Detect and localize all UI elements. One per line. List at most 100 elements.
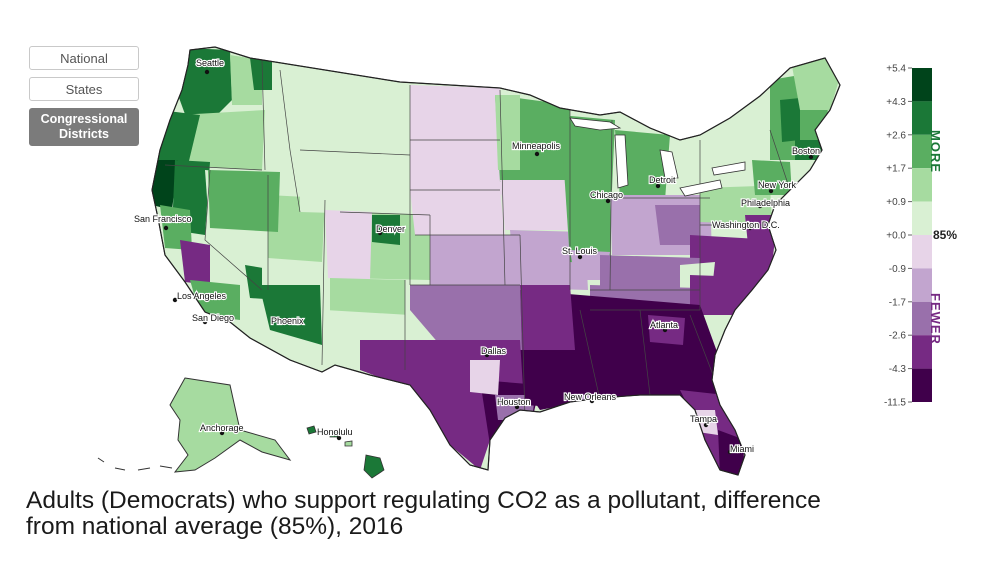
region-central-valley[interactable]	[180, 240, 210, 285]
city-marker-tampa	[703, 422, 709, 428]
city-label-miami: Miami	[730, 444, 754, 454]
region-dallas[interactable]	[470, 360, 500, 395]
city-label-tampa: Tampa	[690, 414, 717, 424]
region-ohio-mixed[interactable]	[655, 205, 700, 245]
hawaii[interactable]	[306, 425, 385, 479]
city-marker-boston	[808, 154, 814, 160]
states-button-label: States	[65, 81, 103, 97]
region-new-york-city[interactable]	[752, 160, 792, 195]
legend-swatch-6	[912, 268, 932, 302]
caption-line1: Adults (Democrats) who support regulatin…	[26, 487, 821, 514]
region-minnesota-west[interactable]	[495, 95, 520, 170]
region-wyoming[interactable]	[300, 150, 410, 215]
region-arizona-south[interactable]	[258, 280, 322, 345]
legend-tick-label-9: -4.3	[889, 364, 907, 375]
city-label-washington: Washington D.C.	[712, 220, 780, 230]
congressional-districts-button[interactable]: Congressional Districts	[29, 108, 139, 146]
legend-tick-label-0: +5.4	[886, 64, 906, 75]
city-marker-denver	[377, 230, 383, 236]
city-marker-seattle	[204, 69, 210, 75]
region-california-north-coast[interactable]	[150, 160, 178, 210]
city-label-detroit: Detroit	[649, 175, 676, 185]
city-marker-atlanta	[662, 327, 668, 333]
region-spokane[interactable]	[250, 58, 272, 90]
city-marker-los-angeles	[172, 297, 178, 303]
city-marker-honolulu	[336, 435, 342, 441]
city-marker-philadelphia	[757, 203, 763, 209]
city-label-anchorage: Anchorage	[200, 423, 244, 433]
region-bay-area[interactable]	[160, 205, 192, 250]
region-vermont[interactable]	[780, 98, 800, 142]
city-label-boston: Boston	[792, 146, 820, 156]
city-label-los-angeles: Los Angeles	[177, 291, 227, 301]
state-borders	[164, 59, 791, 421]
region-washington-west[interactable]	[178, 48, 232, 128]
region-michigan[interactable]	[615, 130, 670, 200]
city-marker-new-orleans	[589, 398, 595, 404]
legend-tick-label-7: -1.7	[889, 297, 907, 308]
city-marker-san-francisco	[163, 225, 169, 231]
region-arkansas[interactable]	[520, 285, 575, 350]
states-button[interactable]: States	[29, 77, 139, 101]
legend-swatch-0	[912, 68, 932, 102]
city-label-houston: Houston	[497, 397, 531, 407]
city-marker-washington	[747, 225, 753, 231]
city-marker-detroit	[655, 183, 661, 189]
region-nebraska[interactable]	[410, 190, 505, 235]
region-kansas[interactable]	[430, 235, 520, 285]
region-iowa[interactable]	[500, 180, 572, 230]
legend-tick-label-2: +2.6	[886, 130, 906, 141]
city-marker-anchorage	[219, 430, 225, 436]
city-marker-new-york	[768, 188, 774, 194]
map-caption: Adults (Democrats) who support regulatin…	[26, 488, 966, 540]
region-wisconsin[interactable]	[560, 115, 615, 190]
region-idaho-east[interactable]	[208, 170, 280, 232]
region-kentucky[interactable]	[600, 255, 700, 290]
city-marker-minneapolis	[534, 151, 540, 157]
alaska[interactable]	[97, 377, 292, 473]
legend-swatch-4	[912, 201, 932, 235]
city-label-new-york: New York	[758, 180, 797, 190]
legend-tick-label-1: +4.3	[886, 97, 906, 108]
region-north-carolina[interactable]	[690, 275, 775, 315]
city-marker-dallas	[484, 352, 490, 358]
city-labels: Seattle Minneapolis Boston New York Chicago D…	[133, 57, 821, 455]
legend-tick-label-3: +1.7	[886, 164, 906, 175]
region-missouri[interactable]	[510, 230, 588, 290]
region-colorado-east[interactable]	[325, 210, 372, 280]
city-label-honolulu: Honolulu	[317, 427, 353, 437]
legend-swatch-3	[912, 168, 932, 202]
congressional-districts-button-label: Congressional Districts	[41, 112, 128, 142]
city-marker-san-diego	[202, 319, 208, 325]
region-florida-keys[interactable]	[718, 430, 745, 478]
city-marker-st-louis	[577, 254, 583, 260]
legend-tick-label-8: -2.6	[889, 331, 907, 342]
national-button[interactable]: National	[29, 46, 139, 70]
city-marker-phoenix	[283, 317, 289, 323]
city-label-san-diego: San Diego	[192, 313, 234, 323]
city-label-chicago: Chicago	[590, 190, 623, 200]
legend-tick-label-5: +0.0	[886, 231, 906, 242]
region-illinois[interactable]	[565, 185, 612, 265]
legend-swatch-8	[912, 335, 932, 369]
city-marker-miami	[727, 449, 733, 455]
region-new-mexico[interactable]	[330, 278, 405, 320]
legend-swatch-5	[912, 235, 932, 269]
great-lakes	[569, 117, 746, 197]
city-label-atlanta: Atlanta	[650, 320, 678, 330]
region-montana[interactable]	[280, 70, 420, 160]
view-toggle: National States Congressional Districts	[29, 46, 139, 153]
us-choropleth-map[interactable]: Seattle Minneapolis Boston New York Chicago D…	[0, 0, 870, 490]
contiguous-us-outline	[151, 46, 841, 476]
legend-more-label: MORE	[928, 130, 943, 173]
legend-swatch-9	[912, 368, 932, 402]
legend-tick-label-4: +0.9	[886, 197, 906, 208]
legend-swatch-2	[912, 134, 932, 169]
legend-swatch-1	[912, 101, 932, 135]
region-denver[interactable]	[372, 215, 400, 245]
region-maryland[interactable]	[745, 215, 775, 245]
city-label-st-louis: St. Louis	[562, 246, 598, 256]
city-marker-houston	[514, 404, 520, 410]
region-oklahoma[interactable]	[410, 285, 522, 350]
city-label-new-orleans: New Orleans	[564, 392, 617, 402]
